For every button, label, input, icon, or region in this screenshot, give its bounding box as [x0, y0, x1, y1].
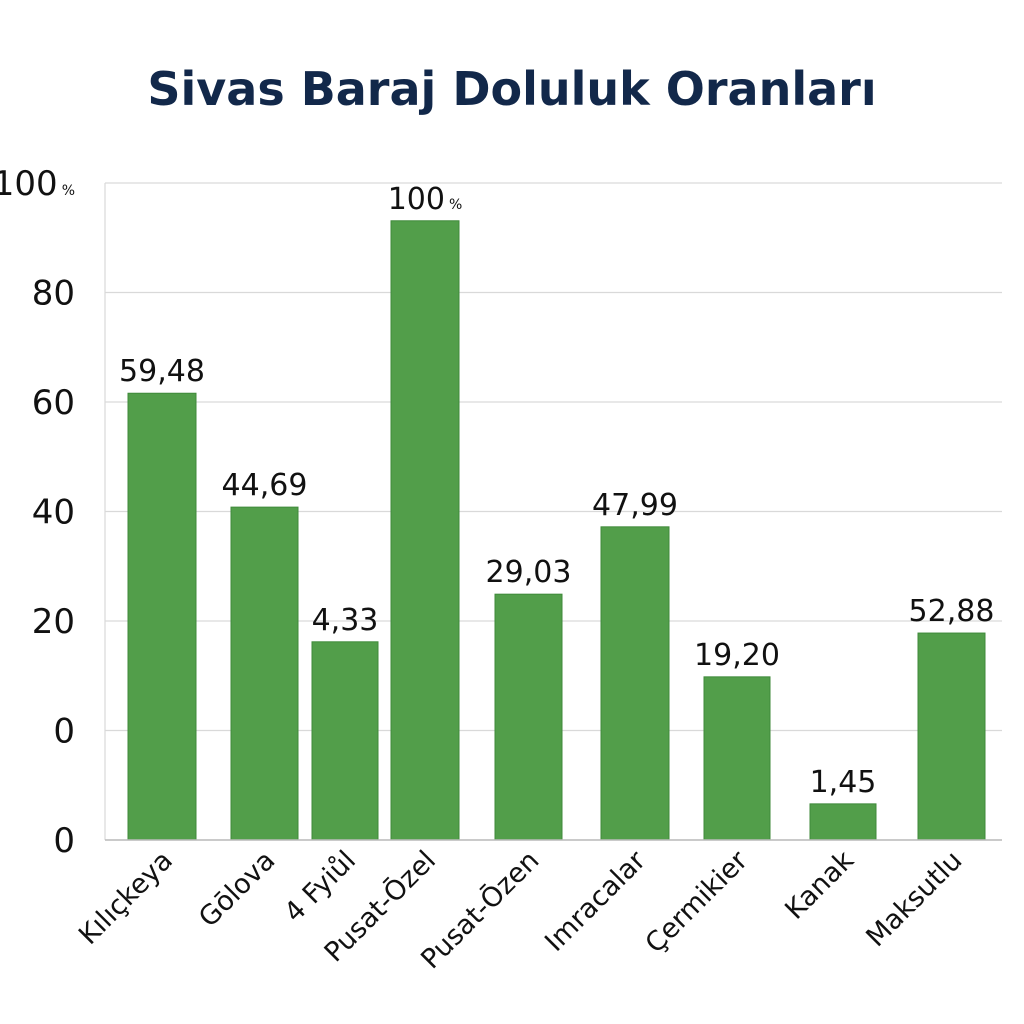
bar-8 — [917, 632, 986, 841]
bar-1 — [230, 506, 299, 841]
y-tick-label: 60 — [32, 383, 75, 423]
data-label: 52,88 — [909, 594, 995, 629]
y-tick-label: 100% — [0, 164, 75, 204]
x-tick-label: Çermikier — [640, 844, 755, 959]
data-label: 47,99 — [592, 488, 678, 523]
bar-0 — [127, 392, 197, 841]
bar-4 — [494, 593, 563, 841]
x-tick-label: Imracalar — [539, 844, 652, 957]
data-label: 100% — [388, 182, 463, 217]
bar-7 — [809, 803, 877, 841]
y-tick-label: 40 — [32, 493, 75, 533]
bar-6 — [703, 676, 771, 841]
x-tick-label: Maksutlu — [860, 845, 968, 953]
data-label: 44,69 — [222, 468, 308, 503]
data-label: 1,45 — [810, 765, 877, 800]
y-tick-label: 0 — [53, 712, 75, 752]
x-tick-label: Kılıçkeya — [73, 845, 179, 951]
y-tick-label: 0 — [53, 821, 75, 861]
data-label: 29,03 — [486, 555, 572, 590]
data-label: 59,48 — [119, 354, 205, 389]
y-tick-label: 20 — [32, 602, 75, 642]
data-label: 4,33 — [312, 603, 379, 638]
bar-5 — [600, 526, 670, 841]
bar-2 — [311, 641, 379, 841]
bar-3 — [390, 220, 460, 841]
y-tick-label: 80 — [32, 274, 75, 314]
chart-title: Sivas Baraj Doluluk Oranları — [147, 62, 877, 116]
x-tick-label: Gōlova — [193, 845, 281, 933]
x-tick-label: Kanak — [779, 845, 860, 926]
data-label: 19,20 — [694, 638, 780, 673]
